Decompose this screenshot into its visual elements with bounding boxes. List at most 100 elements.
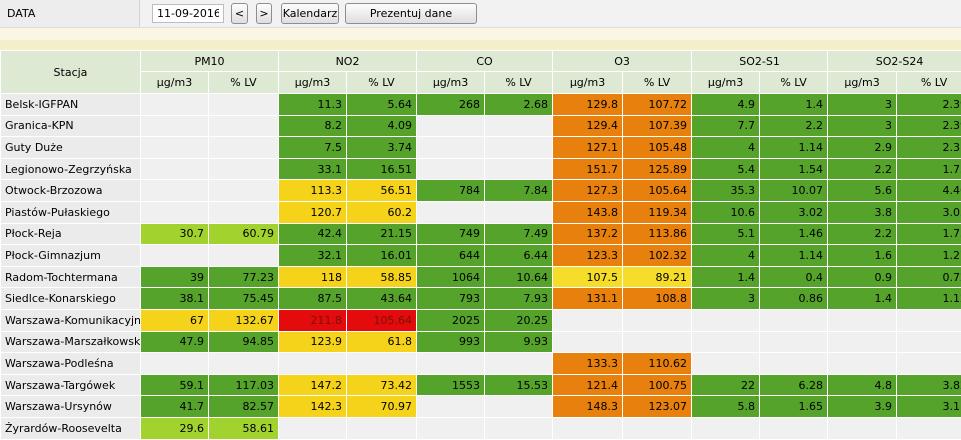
concentration-cell: 33.1 (279, 158, 347, 180)
concentration-cell: 749 (417, 223, 485, 245)
concentration-cell (141, 353, 209, 375)
percent-lv-cell: 94.85 (209, 331, 279, 353)
percent-lv-cell: 9.93 (485, 331, 553, 353)
concentration-cell (417, 137, 485, 159)
concentration-cell: 29.6 (141, 417, 209, 439)
concentration-cell: 1.6 (828, 245, 897, 267)
calendar-button[interactable]: Kalendarz (281, 3, 339, 24)
concentration-cell: 3 (828, 94, 897, 116)
percent-lv-cell (347, 417, 417, 439)
percent-lv-cell (897, 353, 961, 375)
unit-header-percent-lv: % LV (623, 72, 692, 94)
present-data-button[interactable]: Prezentuj dane (345, 3, 477, 24)
percent-lv-cell (209, 115, 279, 137)
concentration-cell (141, 94, 209, 116)
percent-lv-cell (623, 309, 692, 331)
pollutant-header-o3: O3 (553, 51, 692, 72)
percent-lv-cell (897, 417, 961, 439)
unit-header-concentration: µg/m3 (279, 72, 347, 94)
percent-lv-cell: 7.49 (485, 223, 553, 245)
concentration-cell: 87.5 (279, 288, 347, 310)
percent-lv-cell: 7.84 (485, 180, 553, 202)
concentration-cell: 1.4 (692, 266, 760, 288)
concentration-cell (141, 158, 209, 180)
unit-header-concentration: µg/m3 (417, 72, 485, 94)
concentration-cell: 5.6 (828, 180, 897, 202)
concentration-cell: 129.4 (553, 115, 623, 137)
concentration-cell: 10.6 (692, 201, 760, 223)
percent-lv-cell (485, 417, 553, 439)
percent-lv-cell: 105.64 (347, 309, 417, 331)
date-label: DATA (0, 0, 140, 27)
percent-lv-cell: 73.42 (347, 374, 417, 396)
pollutant-header-co: CO (417, 51, 553, 72)
next-day-button[interactable]: > (256, 3, 272, 24)
concentration-cell: 7.5 (279, 137, 347, 159)
percent-lv-cell: 77.23 (209, 266, 279, 288)
percent-lv-cell: 70.97 (347, 396, 417, 418)
percent-lv-cell: 3.82 (897, 374, 961, 396)
concentration-cell: 0.9 (828, 266, 897, 288)
percent-lv-cell: 113.86 (623, 223, 692, 245)
percent-lv-cell: 1.27 (897, 245, 961, 267)
concentration-cell: 143.8 (553, 201, 623, 223)
spacer-strip (0, 28, 961, 40)
previous-day-button[interactable]: < (231, 3, 248, 24)
concentration-cell: 38.1 (141, 288, 209, 310)
percent-lv-cell (347, 353, 417, 375)
concentration-cell: 147.2 (279, 374, 347, 396)
concentration-cell: 1.4 (828, 288, 897, 310)
concentration-cell: 137.2 (553, 223, 623, 245)
concentration-cell: 118 (279, 266, 347, 288)
concentration-cell: 148.3 (553, 396, 623, 418)
date-input[interactable] (152, 4, 224, 23)
station-name: Warszawa-Marszałkowska (1, 331, 141, 353)
concentration-cell (828, 309, 897, 331)
unit-header-concentration: µg/m3 (692, 72, 760, 94)
station-column-header: Stacja (1, 51, 141, 94)
concentration-cell: 127.1 (553, 137, 623, 159)
percent-lv-cell: 7.93 (485, 288, 553, 310)
concentration-cell: 4 (692, 137, 760, 159)
concentration-cell: 30.7 (141, 223, 209, 245)
concentration-cell: 59.1 (141, 374, 209, 396)
measurements-table: Stacja PM10 NO2 CO O3 SO2-S1 SO2-S24 µg/… (0, 50, 961, 440)
percent-lv-cell (485, 137, 553, 159)
percent-lv-cell: 108.8 (623, 288, 692, 310)
percent-lv-cell: 6.44 (485, 245, 553, 267)
concentration-cell: 47.9 (141, 331, 209, 353)
concentration-cell (141, 201, 209, 223)
unit-header-concentration: µg/m3 (141, 72, 209, 94)
unit-header-percent-lv: % LV (897, 72, 961, 94)
station-name: Żyrardów-Roosevelta (1, 417, 141, 439)
concentration-cell: 107.5 (553, 266, 623, 288)
station-name: Warszawa-Ursynów (1, 396, 141, 418)
concentration-cell: 3.8 (828, 201, 897, 223)
concentration-cell: 121.4 (553, 374, 623, 396)
unit-header-percent-lv: % LV (485, 72, 553, 94)
concentration-cell: 644 (417, 245, 485, 267)
concentration-cell (553, 331, 623, 353)
percent-lv-cell (209, 245, 279, 267)
percent-lv-cell: 100.75 (623, 374, 692, 396)
concentration-cell: 993 (417, 331, 485, 353)
concentration-cell: 42.4 (279, 223, 347, 245)
concentration-cell (417, 158, 485, 180)
percent-lv-cell: 125.89 (623, 158, 692, 180)
concentration-cell (417, 115, 485, 137)
station-name: Granica-KPN (1, 115, 141, 137)
percent-lv-cell (209, 137, 279, 159)
percent-lv-cell (485, 115, 553, 137)
concentration-cell: 3.9 (828, 396, 897, 418)
percent-lv-cell: 2.68 (485, 94, 553, 116)
percent-lv-cell: 21.15 (347, 223, 417, 245)
percent-lv-cell (485, 353, 553, 375)
percent-lv-cell: 132.67 (209, 309, 279, 331)
unit-header-percent-lv: % LV (347, 72, 417, 94)
percent-lv-cell: 75.45 (209, 288, 279, 310)
percent-lv-cell: 1.12 (897, 288, 961, 310)
